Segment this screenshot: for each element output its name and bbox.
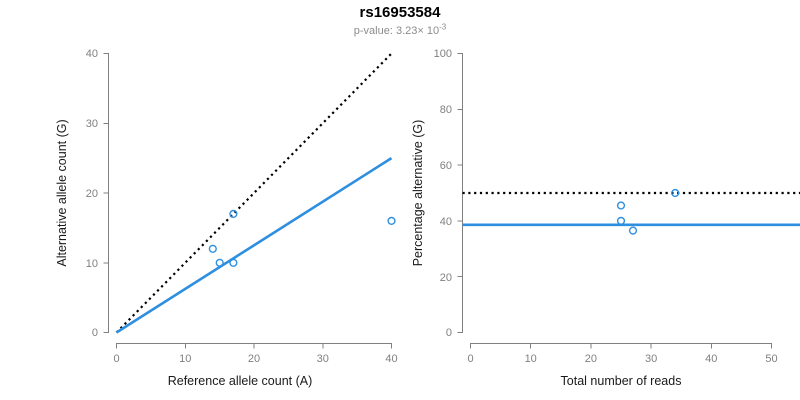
right-xtick-label-10: 10 (525, 353, 537, 365)
data-point (616, 201, 626, 210)
left-scatter-panel: 40 30 20 10 0 0 10 20 30 40 Reference al… (55, 48, 398, 388)
right-ytick-label-60: 60 (440, 160, 452, 172)
left-data-points (208, 209, 396, 267)
right-ytick-label-80: 80 (440, 104, 452, 116)
left-ytick-label-40: 40 (86, 48, 98, 60)
right-xtick-label-30: 30 (645, 353, 657, 365)
left-ytick-label-0: 0 (92, 327, 98, 339)
data-point (671, 188, 680, 198)
data-point (616, 216, 626, 226)
left-y-axis-title: Alternative allele count (G) (55, 119, 69, 266)
right-ytick-label-0: 0 (446, 327, 452, 339)
right-xtick-label-20: 20 (585, 353, 597, 365)
left-xtick-label-40: 40 (385, 353, 397, 365)
right-scatter-panel: 100 80 60 40 20 0 0 10 20 30 40 50 To (400, 0, 800, 400)
right-xtick-label-40: 40 (705, 353, 717, 365)
left-xtick-label-20: 20 (248, 353, 260, 365)
right-xtick-label-0: 0 (467, 353, 473, 365)
left-xtick-label-30: 30 (317, 353, 329, 365)
right-data-points (616, 188, 680, 235)
data-point (387, 216, 396, 226)
data-point (628, 226, 638, 235)
right-x-axis-line (470, 343, 772, 349)
left-x-axis-title: Reference allele count (A) (168, 374, 313, 388)
right-y-ticks (457, 53, 463, 333)
identity-reference-line (115, 52, 393, 334)
left-xtick-label-10: 10 (179, 353, 191, 365)
right-ytick-label-40: 40 (440, 216, 452, 228)
left-ytick-label-20: 20 (86, 188, 98, 200)
left-ytick-label-10: 10 (86, 258, 98, 270)
left-xtick-label-0: 0 (113, 353, 119, 365)
right-ytick-label-100: 100 (434, 48, 452, 60)
regression-fit-line (115, 157, 393, 334)
right-y-axis-title: Percentage alternative (G) (411, 120, 425, 267)
data-point (215, 258, 224, 267)
right-x-ticks (470, 343, 772, 349)
right-ytick-label-20: 20 (440, 272, 452, 284)
left-ytick-label-30: 30 (86, 118, 98, 130)
left-plot-svg: 40 30 20 10 0 0 10 20 30 40 Reference al… (55, 48, 398, 388)
data-point (208, 244, 217, 253)
right-xtick-label-50: 50 (765, 353, 777, 365)
data-point (229, 209, 238, 219)
right-plot-svg: 100 80 60 40 20 0 0 10 20 30 40 50 To (411, 48, 800, 388)
right-y-axis-line (457, 53, 463, 333)
left-y-ticks (103, 53, 109, 333)
left-x-ticks (116, 343, 392, 349)
right-x-axis-title: Total number of reads (561, 374, 682, 388)
data-point (229, 258, 238, 267)
